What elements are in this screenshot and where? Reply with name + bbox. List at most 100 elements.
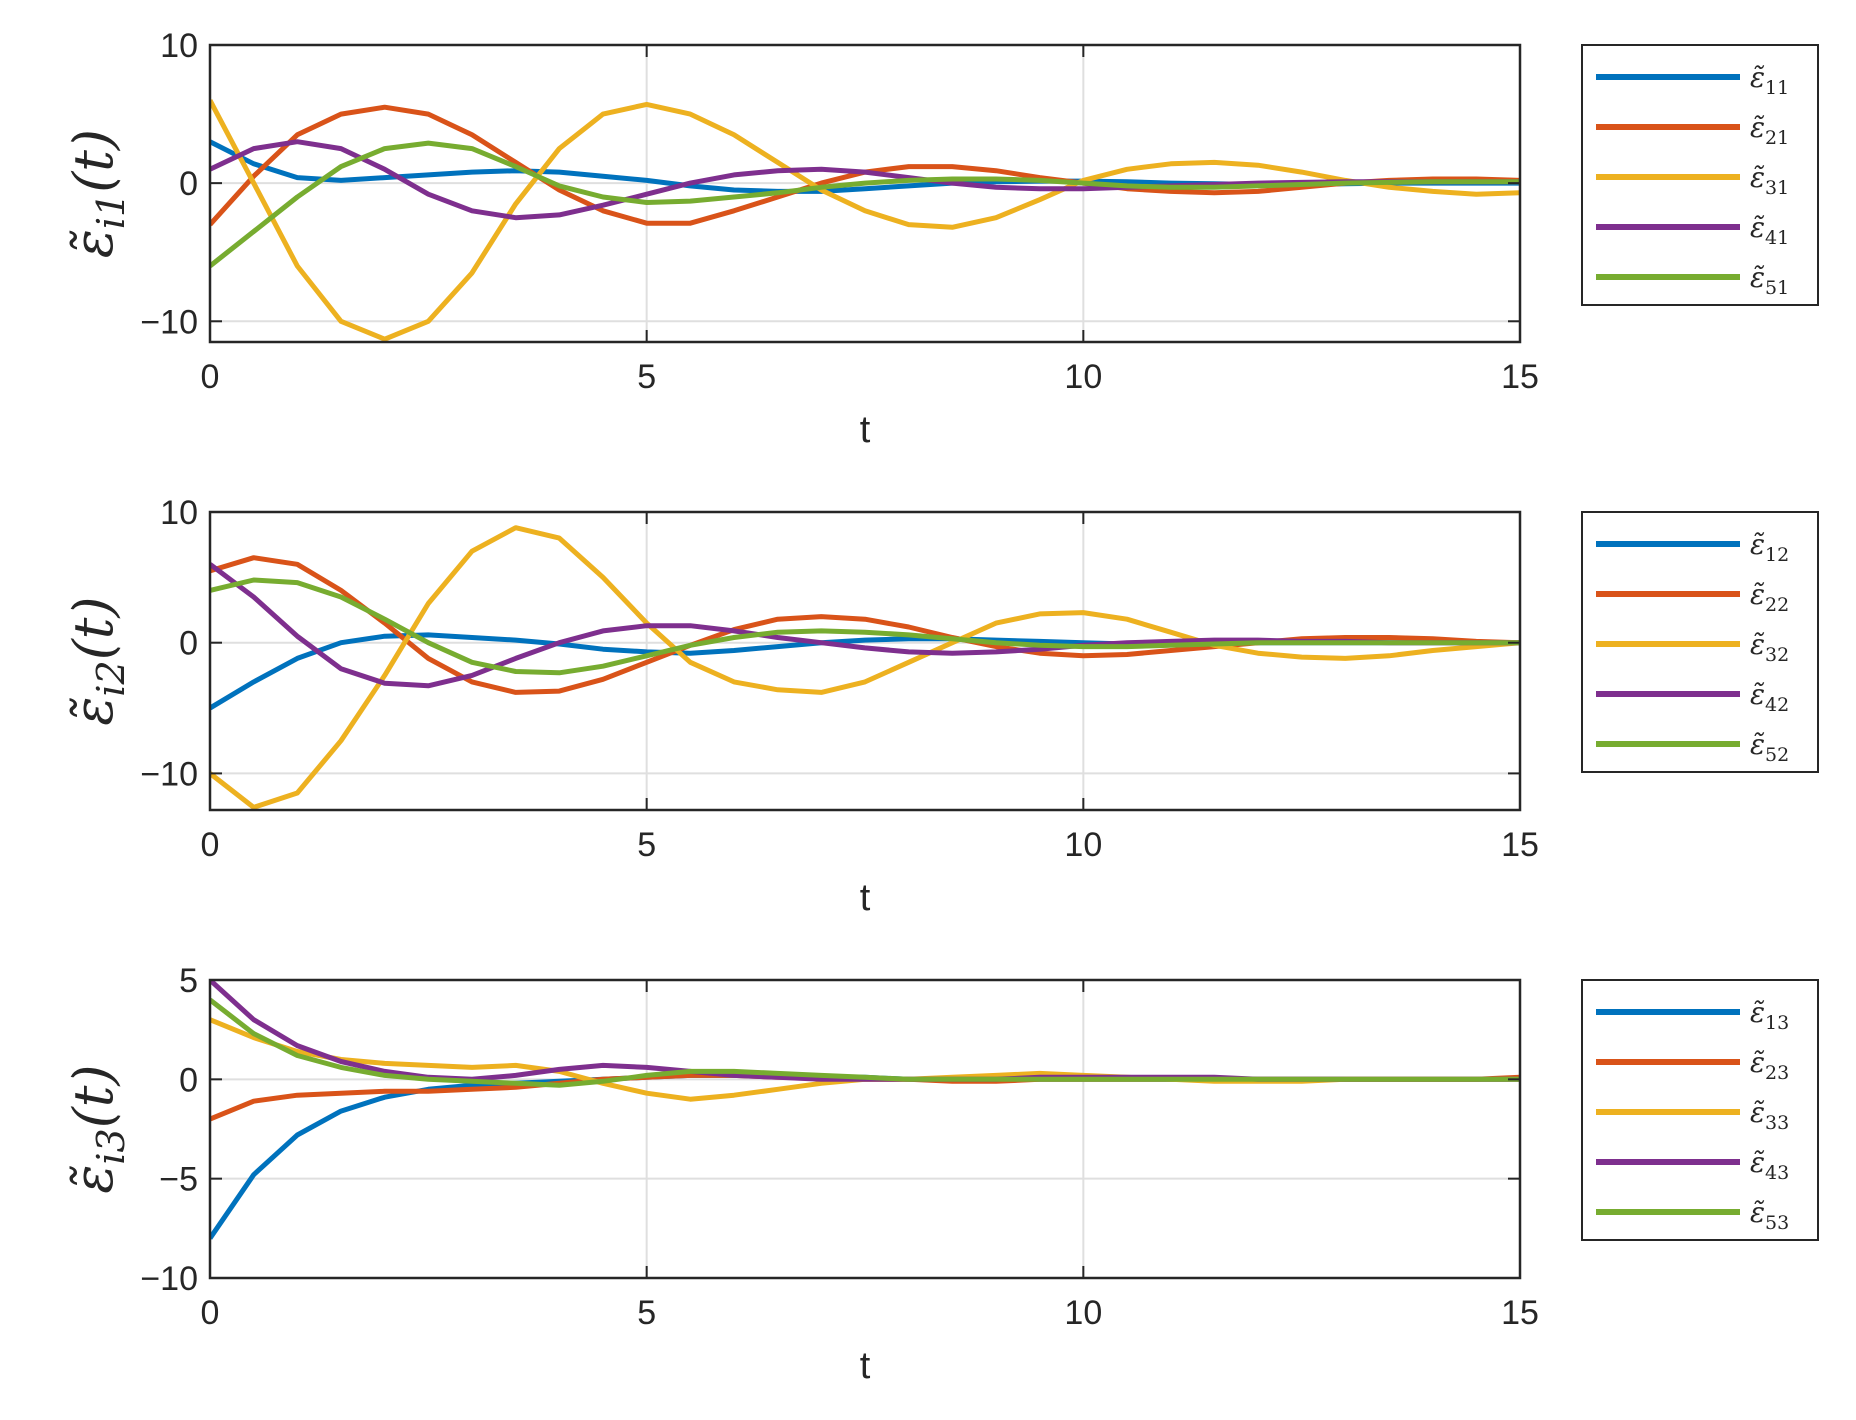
y-tick-label: −5 bbox=[159, 1161, 198, 1199]
legend-entry-sub: 33 bbox=[1765, 1112, 1789, 1134]
legend-entry-main: ε̃ bbox=[1750, 61, 1765, 94]
y-tick-label: 5 bbox=[179, 962, 198, 1000]
series-line-4 bbox=[210, 562, 1520, 689]
legend-entry-main: ε̃ bbox=[1750, 1096, 1765, 1129]
series-line-2 bbox=[210, 555, 1520, 695]
legend-entry: ε̃31 bbox=[1750, 161, 1789, 199]
legend-entry: ε̃21 bbox=[1750, 111, 1789, 149]
x-axis-label: t bbox=[860, 877, 871, 919]
legend-entry-sub: 12 bbox=[1765, 544, 1789, 566]
legend-entry: ε̃12 bbox=[1750, 528, 1789, 566]
y-tick-label: −10 bbox=[140, 303, 198, 341]
legend-entry-sub: 22 bbox=[1765, 594, 1789, 616]
legend-entry-sub: 43 bbox=[1765, 1162, 1789, 1184]
series-line-4 bbox=[210, 139, 1520, 221]
y-axis-label-sub: i1 bbox=[89, 193, 133, 229]
x-tick-label: 0 bbox=[201, 1294, 220, 1332]
legend-entry-main: ε̃ bbox=[1750, 628, 1765, 661]
legend-entry-sub: 21 bbox=[1765, 127, 1789, 149]
legend-entry: ε̃32 bbox=[1750, 628, 1789, 666]
legend-entry-main: ε̃ bbox=[1750, 1196, 1765, 1229]
series-line-2 bbox=[210, 104, 1520, 227]
legend-entry: ε̃13 bbox=[1750, 996, 1789, 1034]
plot-frame bbox=[208, 510, 1522, 812]
series-line-3 bbox=[210, 1017, 1520, 1102]
x-tick-label: 5 bbox=[637, 358, 656, 396]
legend-entry: ε̃23 bbox=[1750, 1046, 1789, 1084]
y-axis-label-arg: (t) bbox=[62, 129, 125, 193]
series-line-5 bbox=[210, 577, 1520, 676]
x-tick-label: 5 bbox=[637, 1294, 656, 1332]
x-tick-label: 15 bbox=[1501, 1294, 1539, 1332]
x-tick-label: 15 bbox=[1501, 826, 1539, 864]
legend-entry: ε̃42 bbox=[1750, 678, 1789, 716]
legend-entry-sub: 31 bbox=[1765, 177, 1789, 199]
x-tick-label: 0 bbox=[201, 358, 220, 396]
x-axis-label: t bbox=[860, 1345, 871, 1387]
y-tick-label: −10 bbox=[140, 755, 198, 793]
legend-entry-main: ε̃ bbox=[1750, 261, 1765, 294]
y-axis-label: ε̃i2(t) bbox=[62, 596, 133, 725]
legend-entry-main: ε̃ bbox=[1750, 211, 1765, 244]
x-tick-label: 10 bbox=[1064, 358, 1102, 396]
legend-entry-main: ε̃ bbox=[1750, 111, 1765, 144]
legend-entry-sub: 51 bbox=[1765, 277, 1789, 299]
series-line-3 bbox=[210, 99, 1520, 342]
legend-entry: ε̃43 bbox=[1750, 1146, 1789, 1184]
y-tick-label: 0 bbox=[179, 165, 198, 203]
legend-entry-sub: 23 bbox=[1765, 1062, 1789, 1084]
x-tick-label: 10 bbox=[1064, 826, 1102, 864]
legend-entry: ε̃33 bbox=[1750, 1096, 1789, 1134]
x-tick-label: 10 bbox=[1064, 1294, 1102, 1332]
legend-entry: ε̃51 bbox=[1750, 261, 1789, 299]
legend-entry-main: ε̃ bbox=[1750, 161, 1765, 194]
legend-entry: ε̃52 bbox=[1750, 728, 1789, 766]
chart-panel-3: 0 5 10 1550−5−10tε̃i3(t)ε̃13ε̃23ε̃33ε̃43ε̃5… bbox=[62, 962, 1819, 1387]
series-line-1 bbox=[210, 1072, 1520, 1240]
legend-entry-main: ε̃ bbox=[1750, 728, 1765, 761]
y-axis-label-arg: (t) bbox=[62, 1064, 125, 1128]
legend-entry-sub: 53 bbox=[1765, 1212, 1789, 1234]
y-axis-label-sub: i3 bbox=[89, 1128, 133, 1164]
x-tick-label: 15 bbox=[1501, 358, 1539, 396]
legend-entry-main: ε̃ bbox=[1750, 678, 1765, 711]
y-axis-label-main: ε̃ bbox=[62, 697, 125, 726]
y-axis-label-arg: (t) bbox=[62, 596, 125, 660]
series-line-5 bbox=[210, 140, 1520, 268]
series-line-3 bbox=[210, 525, 1520, 810]
legend-entry-sub: 52 bbox=[1765, 744, 1789, 766]
legend-entry-sub: 13 bbox=[1765, 1012, 1789, 1034]
series-line-5 bbox=[210, 997, 1520, 1088]
y-axis-label-sub: i2 bbox=[89, 660, 133, 696]
y-tick-label: −10 bbox=[140, 1260, 198, 1298]
legend-entry-sub: 32 bbox=[1765, 644, 1789, 666]
plot-frame bbox=[208, 43, 1522, 344]
y-axis-label-main: ε̃ bbox=[62, 229, 125, 258]
x-tick-label: 5 bbox=[637, 826, 656, 864]
legend-entry: ε̃53 bbox=[1750, 1196, 1789, 1234]
y-tick-label: 0 bbox=[179, 625, 198, 663]
legend-entry: ε̃22 bbox=[1750, 578, 1789, 616]
y-tick-label: 0 bbox=[179, 1061, 198, 1099]
legend-entry-main: ε̃ bbox=[1750, 578, 1765, 611]
legend-entry-main: ε̃ bbox=[1750, 1046, 1765, 1079]
legend-entry-sub: 42 bbox=[1765, 694, 1789, 716]
y-tick-label: 10 bbox=[160, 27, 198, 65]
legend-entry-main: ε̃ bbox=[1750, 1146, 1765, 1179]
legend-entry-main: ε̃ bbox=[1750, 528, 1765, 561]
legend-entry: ε̃41 bbox=[1750, 211, 1789, 249]
y-axis-label: ε̃i1(t) bbox=[62, 129, 133, 258]
legend-entry-main: ε̃ bbox=[1750, 996, 1765, 1029]
y-axis-label-main: ε̃ bbox=[62, 1165, 125, 1194]
y-tick-label: 10 bbox=[160, 494, 198, 532]
legend-entry: ε̃11 bbox=[1750, 61, 1789, 99]
x-axis-label: t bbox=[860, 409, 871, 451]
plot-frame bbox=[208, 978, 1522, 1280]
legend-entry-sub: 11 bbox=[1765, 77, 1789, 99]
legend-entry-sub: 41 bbox=[1765, 227, 1789, 249]
x-tick-label: 0 bbox=[201, 826, 220, 864]
y-axis-label: ε̃i3(t) bbox=[62, 1064, 133, 1193]
